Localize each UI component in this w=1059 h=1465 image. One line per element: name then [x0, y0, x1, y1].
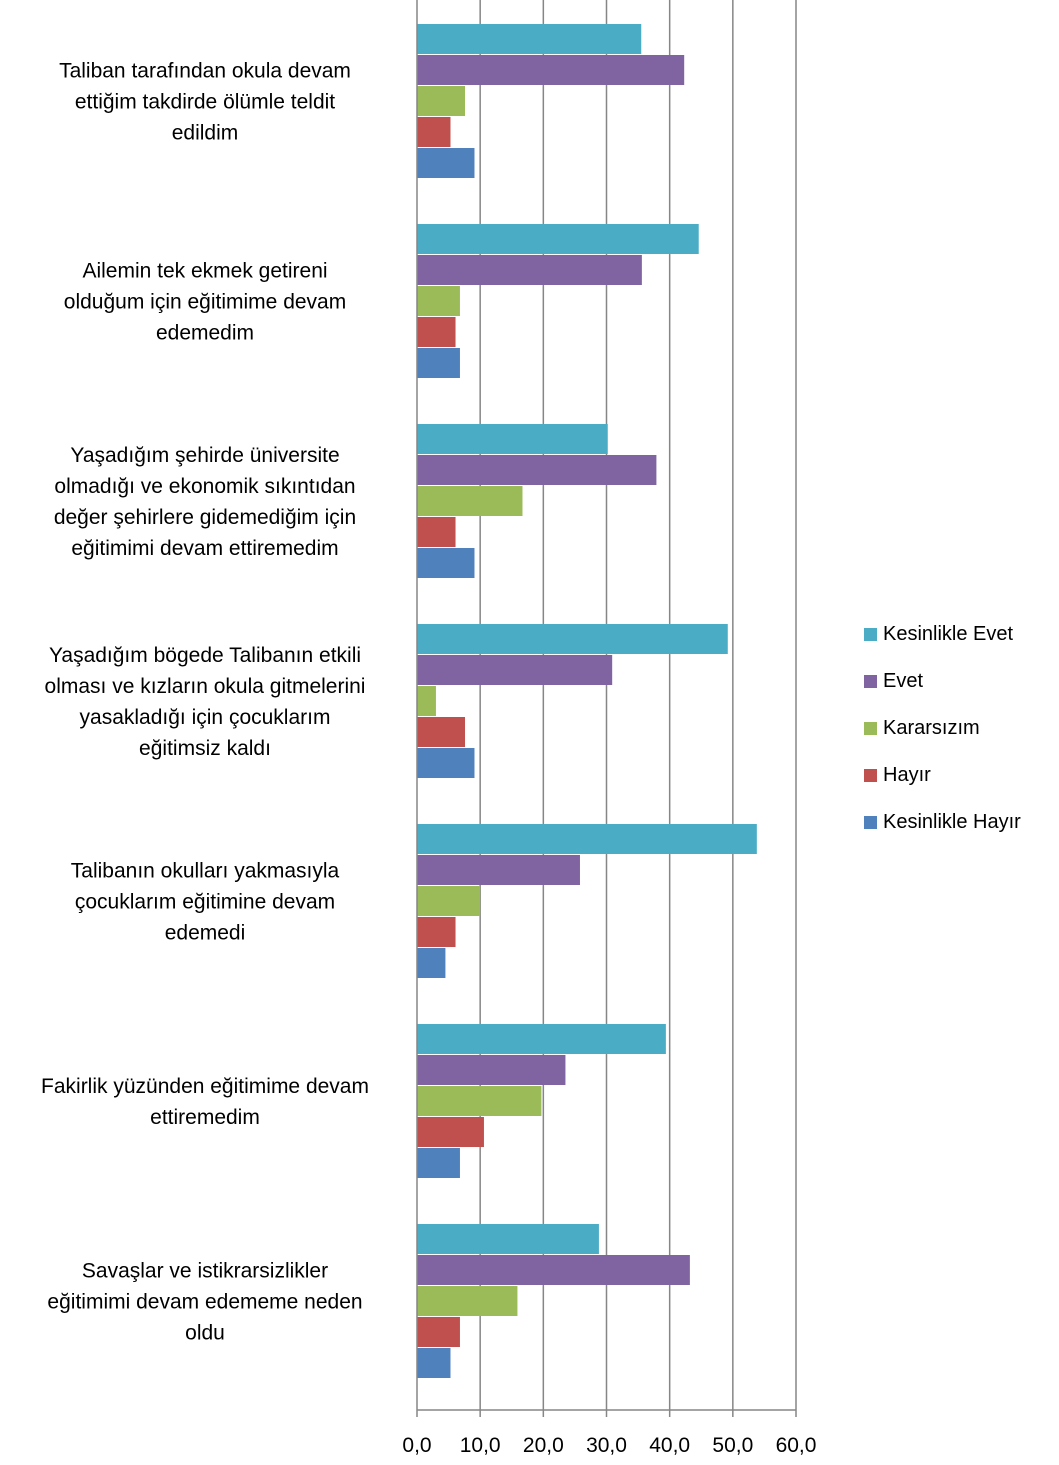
- legend-swatch: [864, 675, 877, 688]
- bar-hayır: [417, 917, 456, 947]
- bar-kesinlikle-evet: [417, 624, 728, 654]
- bar-evet: [417, 855, 580, 885]
- bar-kararsızım: [417, 486, 523, 516]
- bar-evet: [417, 255, 642, 285]
- bar-kesinlikle-hayır: [417, 548, 475, 578]
- bar-kesinlikle-hayır: [417, 1148, 460, 1178]
- bar-kararsızım: [417, 86, 466, 116]
- legend-label: Evet: [883, 670, 923, 692]
- category-label-line: edemedim: [156, 322, 254, 345]
- category-label-line: değer şehirlere gidemediğim için: [54, 506, 356, 529]
- category-label-line: edemedi: [165, 922, 246, 945]
- bar-kesinlikle-hayır: [417, 148, 475, 178]
- bar-hayır: [417, 1317, 460, 1347]
- category-label-line: ettiğim takdirde ölümle teldit: [75, 91, 335, 114]
- tick-labels: 0,0 10,0 20,0 30,0 40,0 50,0 60,0: [402, 1434, 816, 1457]
- category-label-line: Talibanın okulları yakmasıyla: [71, 860, 340, 883]
- category-label-line: olduğum için eğitimime devam: [64, 291, 346, 314]
- bar-kararsızım: [417, 286, 460, 316]
- x-tick-label: 30,0: [586, 1434, 627, 1457]
- x-tick-label: 60,0: [776, 1434, 817, 1457]
- category-label: Yaşadığım bögede Talibanın etkili olması …: [45, 644, 366, 760]
- x-tick-label: 0,0: [402, 1434, 431, 1457]
- category-label: Ailemin tek ekmek getireni olduğum için e…: [64, 260, 346, 345]
- x-tick-label: 50,0: [712, 1434, 753, 1457]
- axis: [416, 0, 797, 1417]
- category-label-line: Savaşlar ve istikrarsizlikler: [82, 1260, 328, 1283]
- category-label-line: Taliban tarafından okula devam: [59, 60, 351, 83]
- bar-evet: [417, 455, 657, 485]
- bar-kesinlikle-evet: [417, 1024, 666, 1054]
- bar-hayır: [417, 517, 456, 547]
- x-tick-label: 10,0: [460, 1434, 501, 1457]
- bar-kesinlikle-hayır: [417, 1348, 451, 1378]
- category-label-line: edildim: [172, 122, 239, 145]
- bar-kesinlikle-hayır: [417, 948, 446, 978]
- category-label-line: eğitimsiz kaldı: [139, 737, 271, 760]
- x-tick-label: 40,0: [649, 1434, 690, 1457]
- bar-kesinlikle-evet: [417, 824, 757, 854]
- bar-kararsızım: [417, 1286, 518, 1316]
- category-label: Taliban tarafından okula devam ettiğim ta…: [59, 60, 351, 145]
- x-tick-label: 20,0: [523, 1434, 564, 1457]
- legend-label: Kesinlikle Evet: [883, 623, 1014, 645]
- legend-label: Kararsızım: [883, 717, 980, 739]
- category-label-line: olması ve kızların okula gitmelerini: [45, 675, 366, 698]
- bar-evet: [417, 1055, 566, 1085]
- bar-kararsızım: [417, 686, 436, 716]
- bar-kesinlikle-hayır: [417, 748, 475, 778]
- category-label: Savaşlar ve istikrarsizlikler eğitimimi d…: [47, 1260, 362, 1345]
- category-label-line: olmadığı ve ekonomik sıkıntıdan: [54, 475, 355, 498]
- category-label-line: Yaşadığım bögede Talibanın etkili: [49, 644, 361, 667]
- bar-hayır: [417, 117, 451, 147]
- category-label: Talibanın okulları yakmasıyla çocuklarım …: [71, 860, 340, 945]
- bars-group: [417, 24, 757, 1378]
- legend-swatch: [864, 769, 877, 782]
- legend-swatch: [864, 722, 877, 735]
- category-labels: Taliban tarafından okula devam ettiğim ta…: [41, 60, 369, 1345]
- category-label: Fakirlik yüzünden eğitimime devam ettirem…: [41, 1075, 369, 1129]
- legend-swatch: [864, 816, 877, 829]
- bar-hayır: [417, 317, 456, 347]
- bar-kararsızım: [417, 886, 481, 916]
- category-label: Yaşadığım şehirde üniversite olmadığı ve …: [54, 444, 356, 560]
- bar-kararsızım: [417, 1086, 542, 1116]
- gridlines: [479, 0, 797, 1410]
- bar-kesinlikle-evet: [417, 24, 642, 54]
- category-label-line: oldu: [185, 1322, 225, 1345]
- bar-hayır: [417, 1117, 484, 1147]
- category-label-line: yasakladığı için çocuklarım: [80, 706, 331, 729]
- bar-evet: [417, 655, 613, 685]
- bar-kesinlikle-hayır: [417, 348, 460, 378]
- bar-kesinlikle-evet: [417, 424, 608, 454]
- bar-evet: [417, 1255, 690, 1285]
- legend-label: Hayır: [883, 764, 931, 786]
- bar-hayır: [417, 717, 466, 747]
- category-label-line: eğitimimi devam edememe neden: [47, 1291, 362, 1314]
- category-label-line: çocuklarım eğitimine devam: [75, 891, 335, 914]
- category-label-line: Yaşadığım şehirde üniversite: [70, 444, 339, 467]
- bar-kesinlikle-evet: [417, 224, 699, 254]
- bar-evet: [417, 55, 685, 85]
- legend-swatch: [864, 628, 877, 641]
- category-label-line: eğitimimi devam ettiremedim: [71, 537, 338, 560]
- legend-label: Kesinlikle Hayır: [883, 811, 1021, 833]
- bar-kesinlikle-evet: [417, 1224, 599, 1254]
- category-label-line: Fakirlik yüzünden eğitimime devam: [41, 1075, 369, 1098]
- category-label-line: Ailemin tek ekmek getireni: [82, 260, 327, 283]
- legend: Kesinlikle Evet Evet Kararsızım Hayır Kesinl…: [864, 623, 1021, 833]
- category-label-line: ettiremedim: [150, 1106, 260, 1129]
